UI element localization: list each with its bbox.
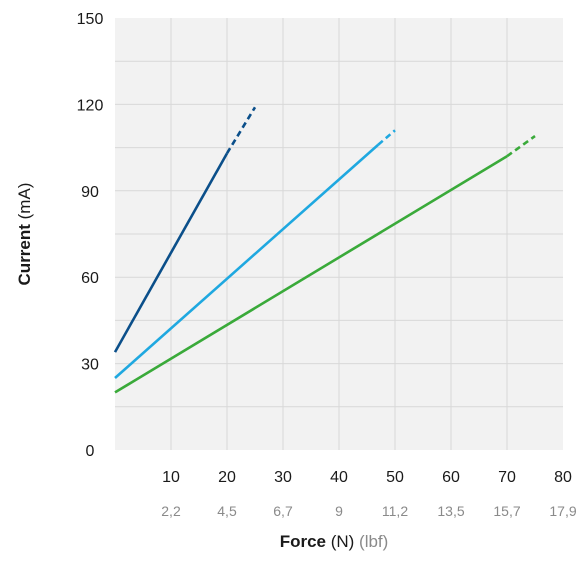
x-secondary-tick-label: 15,7 <box>493 503 520 519</box>
x-tick-label: 80 <box>554 469 572 486</box>
x-secondary-tick-label: 6,7 <box>273 503 293 519</box>
x-secondary-tick-label: 13,5 <box>437 503 464 519</box>
y-tick-label: 150 <box>77 11 104 28</box>
x-secondary-tick-label: 17,9 <box>549 503 576 519</box>
y-tick-label: 60 <box>81 270 99 287</box>
x-tick-label: 20 <box>218 469 236 486</box>
series-group <box>113 106 536 394</box>
x-axis-title-secondary-unit: (lbf) <box>354 532 388 551</box>
x-secondary-tick-label: 2,2 <box>161 503 181 519</box>
x-secondary-tick-label: 4,5 <box>217 503 237 519</box>
x-tick-label: 40 <box>330 469 348 486</box>
y-axis-title-unit: (mA) <box>15 183 34 225</box>
series-3-line <box>114 155 508 394</box>
grid <box>115 18 563 450</box>
series-1-dashed-extension <box>225 106 257 155</box>
x-tick-label: 30 <box>274 469 292 486</box>
x-tick-label: 60 <box>442 469 460 486</box>
y-tick-label: 90 <box>81 184 99 201</box>
x-axis-title: Force (N) (lbf) <box>280 532 389 551</box>
series-2-dashed-extension <box>377 129 396 146</box>
x-tick-label: 70 <box>498 469 516 486</box>
y-axis-title: Current (mA) <box>15 183 34 286</box>
series-2-line <box>114 143 380 379</box>
x-axis-title-bold: Force <box>280 532 326 551</box>
y-tick-label: 120 <box>77 97 104 114</box>
series-3-dashed-extension <box>506 135 536 158</box>
x-secondary-tick-labels: 2,2 4,5 6,7 9 11,2 13,5 15,7 17,9 <box>161 503 577 519</box>
y-tick-label: 30 <box>81 357 99 374</box>
y-tick-label: 0 <box>86 443 95 460</box>
x-secondary-tick-label: 9 <box>335 503 343 519</box>
x-axis-title-unit: (N) <box>326 532 354 551</box>
x-secondary-tick-label: 11,2 <box>382 503 408 519</box>
x-tick-labels: 10 20 30 40 50 60 70 80 <box>162 469 572 486</box>
x-tick-label: 10 <box>162 469 180 486</box>
y-axis-title-bold: Current <box>15 224 34 286</box>
x-tick-label: 50 <box>386 469 404 486</box>
y-tick-labels: 0 30 60 90 120 150 <box>77 11 104 460</box>
series-1-line <box>113 152 229 353</box>
